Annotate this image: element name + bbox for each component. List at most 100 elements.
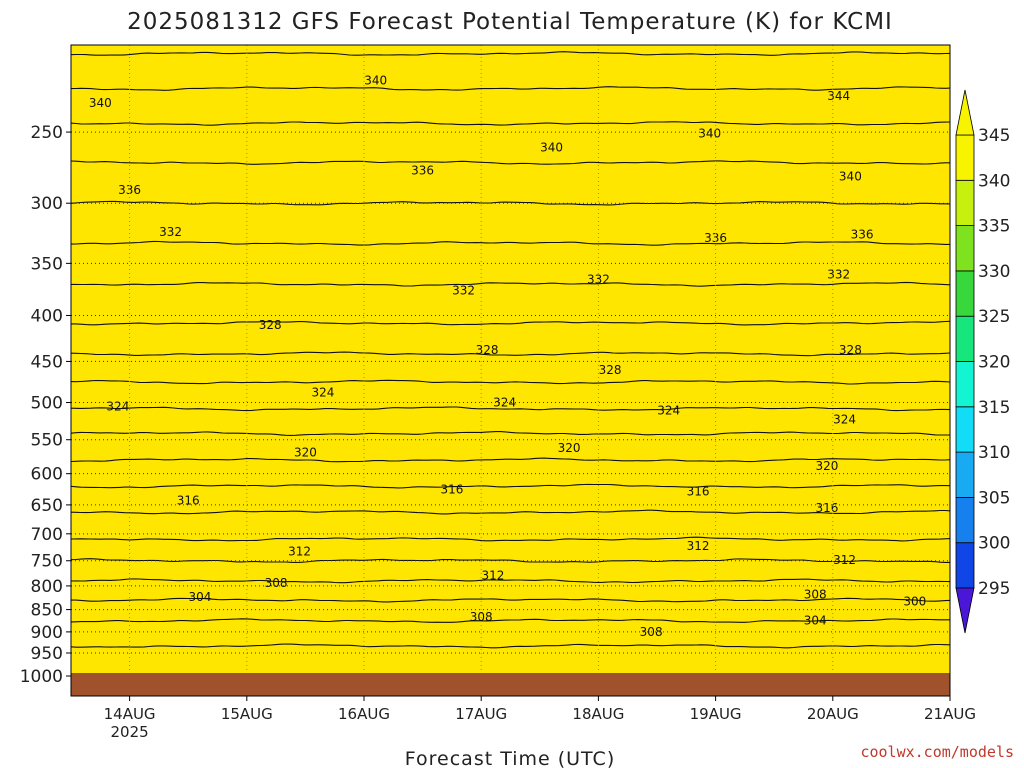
contour-label: 316 xyxy=(815,501,838,515)
contour-label: 312 xyxy=(481,569,504,583)
contour-line xyxy=(71,457,950,463)
colorbar-label: 295 xyxy=(978,579,1010,599)
contour-label: 316 xyxy=(687,484,710,498)
contour-line xyxy=(71,483,950,489)
colorbar-label: 305 xyxy=(978,488,1010,508)
contour-label-text: 324 xyxy=(833,412,856,426)
contour-line xyxy=(71,351,950,357)
contour-line xyxy=(71,379,950,385)
contour-line xyxy=(71,121,950,126)
contour-label: 320 xyxy=(558,441,581,455)
colorbar-segment xyxy=(955,225,975,272)
contour-line xyxy=(71,578,950,584)
contour-label-text: 332 xyxy=(452,283,475,297)
y-tick-label: 750 xyxy=(31,552,63,572)
contour-label: 312 xyxy=(687,539,710,553)
contour-label: 312 xyxy=(833,553,856,567)
colorbar-label: 330 xyxy=(978,262,1010,282)
colorbar-label: 310 xyxy=(978,443,1010,463)
contour-line xyxy=(71,509,950,515)
contour-label-text: 340 xyxy=(364,73,387,87)
colorbar-segment xyxy=(955,361,975,408)
x-axis-title: Forecast Time (UTC) xyxy=(405,748,615,768)
contour-line xyxy=(71,431,950,436)
contour-label: 304 xyxy=(188,590,211,604)
contour-label-text: 324 xyxy=(493,396,516,410)
colorbar-segment xyxy=(955,406,975,453)
colorbar-label: 340 xyxy=(978,171,1010,191)
contour-label: 340 xyxy=(364,73,387,87)
contour-label-text: 304 xyxy=(804,613,827,627)
colorbar-label: 345 xyxy=(978,126,1010,146)
credit-link[interactable]: coolwx.com/models xyxy=(860,743,1014,761)
x-tick-label: 19AUG xyxy=(690,705,742,723)
colorbar-label: 325 xyxy=(978,307,1010,327)
contour-label-text: 328 xyxy=(599,363,622,377)
contour-label: 324 xyxy=(833,412,856,426)
contour-label: 316 xyxy=(440,483,463,497)
colorbar-segment xyxy=(955,270,975,317)
y-tick-label: 500 xyxy=(31,394,63,414)
contour-label: 328 xyxy=(599,363,622,377)
y-tick-label: 1000 xyxy=(20,667,63,687)
y-axis-pressure: 2503003504004505005506006507007508008509… xyxy=(20,123,71,687)
y-tick-label: 400 xyxy=(31,306,63,326)
contour-label-text: 336 xyxy=(851,227,874,241)
contour-label: 304 xyxy=(804,613,827,627)
contour-label: 328 xyxy=(259,318,282,332)
contour-label-text: 316 xyxy=(687,484,710,498)
y-tick-label: 550 xyxy=(31,431,63,451)
colorbar-segment xyxy=(955,134,975,181)
contour-label-text: 340 xyxy=(89,96,112,110)
contour-label: 340 xyxy=(540,140,563,154)
x-tick-label: 20AUG xyxy=(807,705,859,723)
contour-line xyxy=(71,160,950,165)
contour-label-text: 324 xyxy=(657,403,680,417)
contour-label-text: 312 xyxy=(481,569,504,583)
contour-line xyxy=(71,558,950,563)
contour-label: 336 xyxy=(851,227,874,241)
x-tick-label: 16AUG xyxy=(338,705,390,723)
contour-label: 324 xyxy=(312,385,335,399)
x-tick-label: 15AUG xyxy=(221,705,273,723)
contour-label-text: 328 xyxy=(839,343,862,357)
contour-label-text: 316 xyxy=(440,483,463,497)
colorbar-segment xyxy=(955,179,975,227)
contour-label-text: 332 xyxy=(827,267,850,281)
contour-label-text: 324 xyxy=(312,385,335,399)
ground-surface xyxy=(71,673,950,696)
contour-label: 324 xyxy=(657,403,680,417)
y-tick-label: 350 xyxy=(31,254,63,274)
contour-line xyxy=(71,597,950,603)
contour-label-text: 304 xyxy=(188,590,211,604)
contour-label: 320 xyxy=(294,445,317,459)
y-tick-label: 850 xyxy=(31,601,63,621)
x-tick-label: 14AUG xyxy=(104,705,156,723)
contour-line xyxy=(71,51,950,56)
contour-label-text: 320 xyxy=(815,459,838,473)
y-tick-label: 900 xyxy=(31,623,63,643)
x-tick-label: 17AUG xyxy=(455,705,507,723)
colorbar-label: 300 xyxy=(978,534,1010,554)
contour-label: 316 xyxy=(177,494,200,508)
contour-label-text: 340 xyxy=(698,127,721,141)
contour-label-text: 332 xyxy=(587,273,610,287)
chart-title: 2025081312 GFS Forecast Potential Temper… xyxy=(127,9,893,35)
contour-label: 308 xyxy=(265,576,288,590)
contour-line xyxy=(71,536,950,542)
y-tick-label: 650 xyxy=(31,496,63,516)
contour-line xyxy=(71,618,950,623)
contour-label-text: 316 xyxy=(815,501,838,515)
contour-label-text: 308 xyxy=(265,576,288,590)
contour-label-text: 328 xyxy=(476,343,499,357)
contour-line xyxy=(71,320,950,326)
contour-label-text: 344 xyxy=(827,89,850,103)
colorbar-label: 320 xyxy=(978,353,1010,373)
contour-label-text: 316 xyxy=(177,494,200,508)
x-tick-sublabel: 2025 xyxy=(111,723,149,741)
colorbar-label: 335 xyxy=(978,217,1010,237)
y-tick-label: 600 xyxy=(31,465,63,485)
colorbar-segment xyxy=(955,451,975,498)
